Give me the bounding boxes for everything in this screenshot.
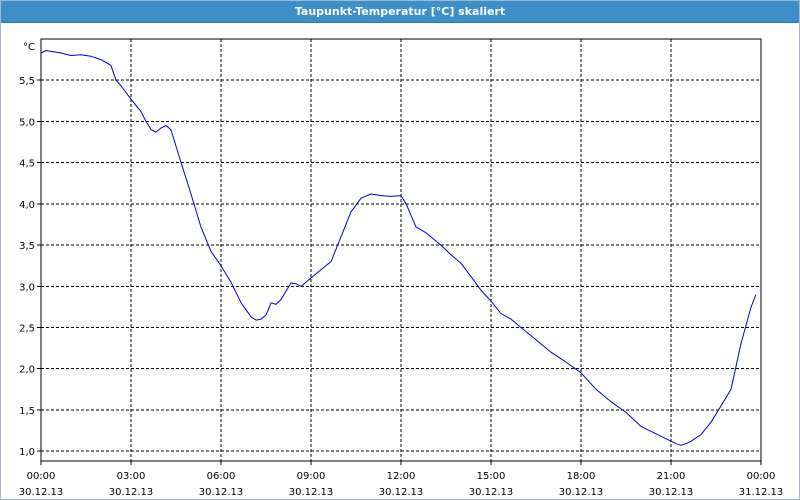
y-tick-label: 2,0 <box>19 365 35 376</box>
y-tick-label: 1,0 <box>19 447 35 458</box>
y-tick-label: 4,0 <box>19 200 35 211</box>
x-tick-time-label: 18:00 <box>567 471 596 482</box>
y-tick-label: 3,0 <box>19 282 35 293</box>
x-tick-date-label: 30.12.13 <box>649 487 694 498</box>
x-tick-time-label: 00:00 <box>27 471 56 482</box>
x-tick-time-label: 03:00 <box>117 471 146 482</box>
x-tick-time-label: 15:00 <box>477 471 506 482</box>
x-tick-date-label: 30.12.13 <box>109 487 154 498</box>
x-tick-date-label: 30.12.13 <box>379 487 424 498</box>
x-tick-date-label: 30.12.13 <box>289 487 334 498</box>
x-tick-time-label: 00:00 <box>747 471 776 482</box>
x-tick-time-label: 09:00 <box>297 471 326 482</box>
y-tick-label: 5,0 <box>19 117 35 128</box>
x-tick-date-label: 30.12.13 <box>199 487 244 498</box>
x-tick-date-label: 31.12.13 <box>739 487 784 498</box>
y-axis-unit-label: °C <box>23 42 35 53</box>
y-tick-label: 2,5 <box>19 323 35 334</box>
plot-frame <box>40 38 762 462</box>
y-tick-label: 3,5 <box>19 241 35 252</box>
chart-title: Taupunkt-Temperatur [°C] skaliert <box>1 1 799 23</box>
x-tick-date-label: 30.12.13 <box>559 487 604 498</box>
x-tick-time-label: 21:00 <box>657 471 686 482</box>
y-tick-label: 4,5 <box>19 159 35 170</box>
x-tick-date-label: 30.12.13 <box>469 487 514 498</box>
x-tick-time-label: 06:00 <box>207 471 236 482</box>
y-tick-label: 1,5 <box>19 406 35 417</box>
x-tick-time-label: 12:00 <box>387 471 416 482</box>
y-tick-label: 5,5 <box>19 76 35 87</box>
x-tick-date-label: 30.12.13 <box>19 487 64 498</box>
dewpoint-series-line <box>40 50 757 446</box>
